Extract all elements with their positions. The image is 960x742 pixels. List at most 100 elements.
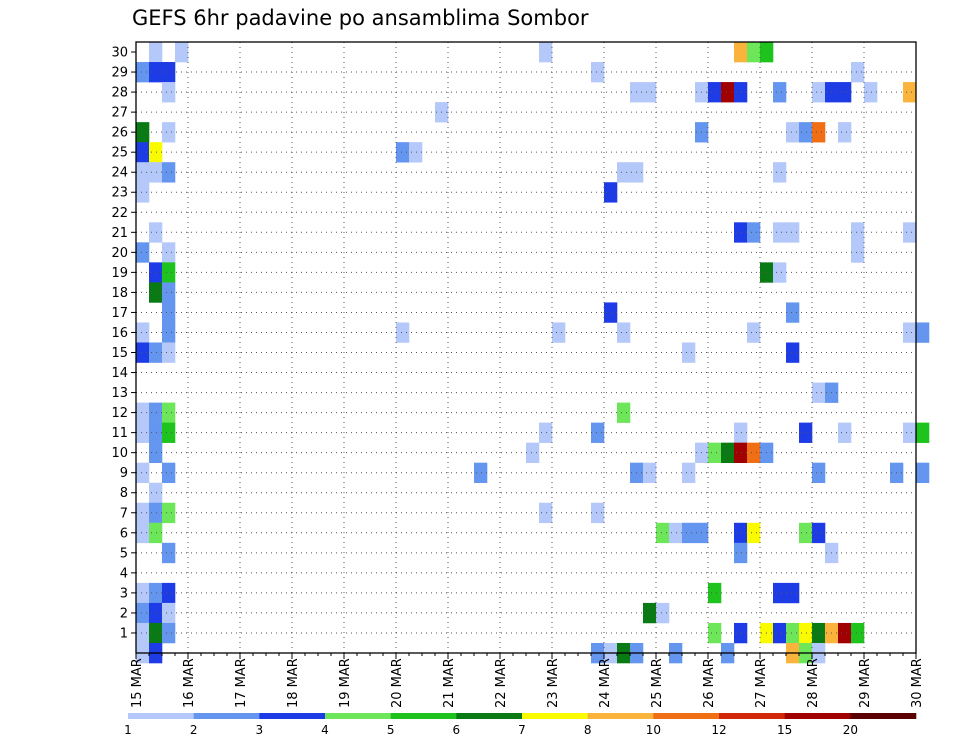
chart-title: GEFS 6hr padavine po ansamblima Sombor <box>132 6 589 30</box>
y-tick-label: 28 <box>111 86 128 101</box>
y-tick-label: 5 <box>120 546 128 561</box>
heatmap-cell <box>149 162 163 183</box>
y-tick-label: 21 <box>111 226 128 241</box>
legend-swatch <box>784 713 851 719</box>
heatmap-cell <box>136 582 150 604</box>
heatmap-cell <box>162 62 176 83</box>
y-tick-label: 27 <box>111 106 128 121</box>
heatmap-cell <box>149 442 163 463</box>
heatmap-cell <box>747 222 761 243</box>
legend-label: 12 <box>711 723 726 737</box>
heatmap-cell <box>669 522 683 544</box>
heatmap-cell <box>747 442 761 463</box>
heatmap-cell <box>175 42 189 63</box>
x-tick-label: 25 MAR <box>650 658 665 708</box>
y-tick-label: 10 <box>111 446 128 461</box>
x-tick-label: 19 MAR <box>338 658 353 708</box>
heatmap-cell <box>916 322 930 343</box>
heatmap-cell <box>591 62 605 83</box>
legend-label: 4 <box>321 723 329 737</box>
legend-label: 15 <box>777 723 792 737</box>
heatmap-cell <box>799 122 813 143</box>
heatmap-cell <box>838 422 852 443</box>
heatmap-cell <box>903 322 917 343</box>
heatmap-cell <box>136 62 150 83</box>
heatmap-cell <box>851 62 865 83</box>
legend-label: 8 <box>584 723 592 737</box>
heatmap-cell <box>136 462 150 484</box>
heatmap-cell <box>149 602 163 624</box>
x-tick-label: 24 MAR <box>598 658 613 708</box>
legend-label: 10 <box>646 723 661 737</box>
heatmap-cell <box>539 502 553 524</box>
heatmap-cell <box>539 422 553 443</box>
heatmap-cell <box>162 402 176 423</box>
heatmap-cell <box>773 82 787 103</box>
heatmap-cell <box>708 582 722 604</box>
heatmap-cell <box>734 522 748 544</box>
heatmap-cell <box>162 322 176 343</box>
heatmap-cell <box>773 262 787 283</box>
heatmap-cell <box>149 62 163 83</box>
heatmap-cell <box>136 342 150 363</box>
heatmap-cell <box>604 302 618 323</box>
y-tick-label: 25 <box>111 146 128 161</box>
heatmap-cell <box>916 462 930 484</box>
heatmap-cell <box>864 82 878 103</box>
heatmap-cell <box>136 422 150 443</box>
legend-label: 6 <box>453 723 461 737</box>
x-tick-label: 18 MAR <box>286 658 301 708</box>
heatmap-cell <box>591 502 605 524</box>
x-tick-label: 20 MAR <box>390 658 405 708</box>
heatmap-cell <box>786 122 800 143</box>
heatmap-cell <box>760 42 774 63</box>
heatmap-cell <box>812 382 826 403</box>
heatmap-cell <box>903 222 917 243</box>
heatmap-cell <box>162 262 176 283</box>
heatmap-cell <box>162 602 176 624</box>
heatmap-cell <box>136 322 150 343</box>
heatmap-cell <box>708 622 722 644</box>
heatmap-cell <box>643 602 657 624</box>
heatmap-cell <box>162 122 176 143</box>
heatmap-cell <box>838 622 852 644</box>
heatmap-cell <box>149 502 163 524</box>
heatmap-cell <box>162 282 176 303</box>
heatmap-cell <box>643 462 657 484</box>
legend-label: 1 <box>124 723 132 737</box>
x-tick-label: 15 MAR <box>130 658 145 708</box>
heatmap-cell <box>617 162 631 183</box>
y-tick-label: 6 <box>120 526 128 541</box>
heatmap-cell <box>136 622 150 644</box>
heatmap-cell <box>149 42 163 63</box>
heatmap-cell <box>682 462 696 484</box>
heatmap-cell <box>162 162 176 183</box>
heatmap-cell <box>136 182 150 203</box>
heatmap-cell <box>786 302 800 323</box>
legend-label: 5 <box>387 723 395 737</box>
legend-swatch <box>325 713 391 719</box>
heatmap-cell <box>162 502 176 524</box>
legend-swatch <box>128 713 194 719</box>
heatmap-cell <box>162 242 176 263</box>
heatmap-cell <box>734 442 748 463</box>
y-tick-label: 3 <box>120 586 128 601</box>
y-tick-label: 23 <box>111 186 128 201</box>
heatmap-cell <box>786 222 800 243</box>
y-tick-label: 19 <box>111 266 128 281</box>
heatmap-cell <box>903 422 917 443</box>
heatmap-cell <box>903 82 917 103</box>
heatmap-cell <box>747 322 761 343</box>
heatmap-cell <box>773 162 787 183</box>
heatmap-cell <box>786 582 800 604</box>
x-tick-label: 27 MAR <box>754 658 769 708</box>
heatmap-cell <box>786 622 800 644</box>
y-tick-label: 29 <box>111 66 128 81</box>
x-tick-label: 22 MAR <box>494 658 509 708</box>
x-tick-label: 28 MAR <box>806 658 821 708</box>
heatmap-cell <box>162 342 176 363</box>
heatmap-cell <box>734 82 748 103</box>
heatmap-cell <box>747 42 761 63</box>
y-tick-label: 16 <box>111 326 128 341</box>
heatmap-cell <box>162 82 176 103</box>
